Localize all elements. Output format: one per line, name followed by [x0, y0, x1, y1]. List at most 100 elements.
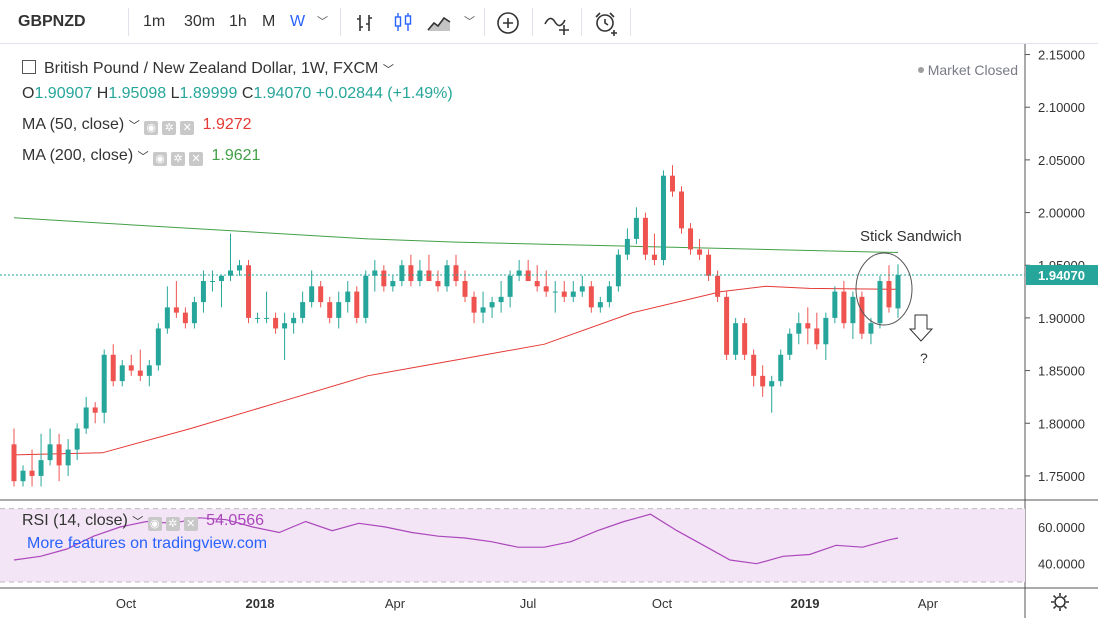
candle-up: [164, 307, 170, 329]
toolbar-divider: [484, 8, 485, 36]
plus-circle-icon[interactable]: [495, 10, 521, 36]
candle-up: [38, 460, 44, 476]
chart-style-dropdown[interactable]: ﹀: [464, 16, 475, 28]
ma200-legend[interactable]: MA (200, close) ﹀ ◉ ✲ ✕ 1.9621: [22, 147, 260, 166]
interval-dropdown[interactable]: ﹀: [317, 16, 328, 28]
candle-down: [805, 323, 811, 329]
candle-up: [20, 470, 26, 482]
symbol-dropdown[interactable]: ﹀: [382, 64, 394, 76]
candle-up: [237, 265, 243, 271]
rsi-label: RSI (14, close): [22, 512, 128, 529]
price-tick-label: 1.75000: [1038, 469, 1085, 484]
close-icon[interactable]: ✕: [189, 152, 204, 166]
rsi-tick-label: 60.0000: [1038, 520, 1085, 535]
settings-icon[interactable]: ✲: [162, 121, 177, 135]
candle-up: [633, 217, 639, 239]
close-icon[interactable]: ✕: [183, 517, 198, 531]
candle-up: [227, 270, 233, 276]
collapse-legend-icon[interactable]: [22, 60, 36, 74]
candle-up: [282, 323, 288, 329]
close-value: 1.94070: [253, 85, 312, 102]
settings-icon[interactable]: ✲: [171, 152, 186, 166]
status-dot-icon: [917, 67, 924, 73]
ma200-dropdown[interactable]: ﹀: [137, 151, 149, 163]
toolbar-divider: [630, 8, 631, 36]
open-label: O: [22, 85, 35, 102]
candle-up: [336, 302, 342, 318]
candle-down: [11, 444, 17, 482]
candle-down: [859, 296, 865, 334]
ma50-dropdown[interactable]: ﹀: [128, 120, 140, 132]
candle-up: [74, 428, 80, 450]
interval-M[interactable]: M: [262, 13, 276, 30]
candle-up: [390, 281, 396, 287]
candle-up: [769, 381, 775, 387]
candle-down: [182, 312, 188, 324]
time-axis-label: Oct: [116, 596, 137, 611]
last-price-label: 1.94070: [1038, 268, 1085, 283]
candle-up: [823, 317, 829, 345]
time-axis-label: Oct: [652, 596, 673, 611]
alarm-clock-icon[interactable]: [592, 9, 620, 37]
interval-1m[interactable]: 1m: [143, 13, 166, 30]
ma50-legend[interactable]: MA (50, close) ﹀ ◉ ✲ ✕ 1.9272: [22, 116, 252, 135]
interval-W[interactable]: W: [290, 13, 306, 30]
candle-up: [291, 317, 297, 324]
candle-down: [173, 307, 179, 313]
candle-down: [841, 291, 847, 324]
candle-up: [778, 354, 784, 382]
candle-down: [688, 228, 694, 250]
candle-up: [345, 291, 351, 303]
interval-30m[interactable]: 30m: [184, 13, 216, 30]
symbol-search[interactable]: GBPNZD: [18, 0, 86, 44]
candle-up: [850, 296, 856, 324]
eye-icon[interactable]: ◉: [153, 152, 168, 166]
close-icon[interactable]: ✕: [180, 121, 195, 135]
ohlc-row: O1.90907 H1.95098 L1.89999 C1.94070 +0.0…: [22, 85, 453, 103]
bar-chart-icon[interactable]: [354, 12, 376, 34]
candle-down: [751, 354, 757, 376]
rsi-legend[interactable]: RSI (14, close) ﹀ ◉ ✲ ✕ 54.0566: [22, 512, 264, 531]
candle-up: [119, 365, 125, 382]
candle-up: [209, 281, 215, 283]
toolbar-divider: [128, 8, 129, 36]
candle-down: [137, 370, 143, 376]
eye-icon[interactable]: ◉: [144, 121, 159, 135]
candles-icon[interactable]: [392, 11, 414, 33]
interval-1h[interactable]: 1h: [229, 13, 247, 30]
settings-icon[interactable]: ✲: [165, 517, 180, 531]
candle-up: [796, 323, 802, 334]
candle-down: [471, 296, 477, 313]
candle-up: [597, 302, 603, 308]
pattern-circle: [855, 252, 913, 326]
rsi-tick-label: 40.0000: [1038, 557, 1085, 572]
area-chart-icon[interactable]: [426, 12, 452, 34]
rsi-line: [13, 513, 899, 565]
candle-up: [47, 444, 53, 461]
candle-down: [715, 275, 721, 297]
toolbar-divider: [340, 8, 341, 36]
candle-up: [498, 296, 504, 303]
ma50-line: [13, 285, 899, 456]
watermark-link[interactable]: More features on tradingview.com: [27, 535, 268, 552]
compare-icon[interactable]: [543, 10, 573, 36]
candle-down: [679, 191, 685, 229]
candle-up: [83, 407, 89, 429]
candle-down: [814, 328, 820, 345]
candle-down: [651, 254, 657, 260]
candle-down: [642, 217, 648, 255]
candle-up: [552, 291, 558, 293]
candle-up: [264, 317, 270, 319]
candle-down: [561, 291, 567, 297]
gear-icon[interactable]: [1050, 592, 1070, 612]
last-price-tag: [1026, 265, 1098, 286]
candle-down: [453, 265, 459, 282]
chart-canvas[interactable]: 2.150002.100002.050002.000001.950001.900…: [0, 44, 1098, 618]
change-value: +0.02844 (+1.49%): [315, 85, 453, 102]
time-axis-label: 2019: [791, 596, 820, 611]
open-value: 1.90907: [34, 85, 93, 102]
candle-down: [246, 265, 252, 318]
eye-icon[interactable]: ◉: [147, 517, 162, 531]
market-status-label: Market Closed: [927, 62, 1018, 78]
rsi-dropdown[interactable]: ﹀: [132, 516, 144, 528]
